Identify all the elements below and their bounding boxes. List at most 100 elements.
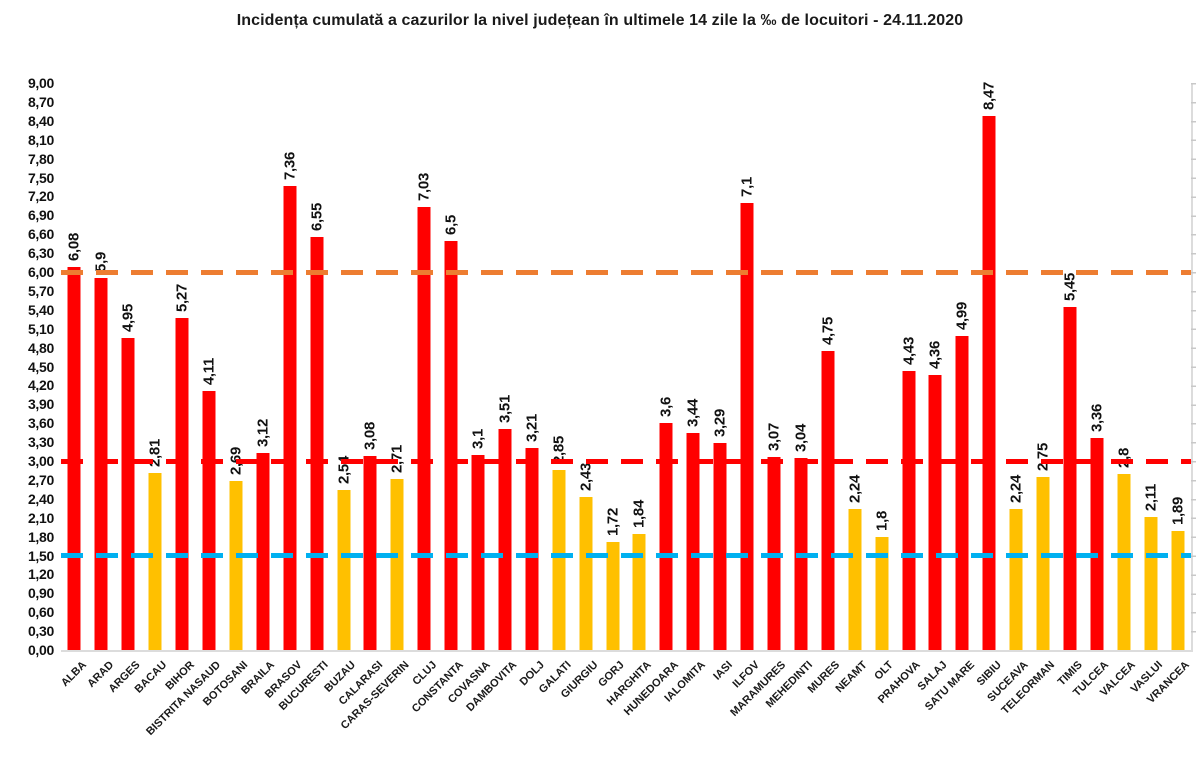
y-tick-label: 8,10 — [27, 131, 54, 148]
y-tick-label: 8,40 — [27, 112, 54, 129]
bar-value-label: 2,54 — [335, 455, 353, 484]
y-tick-label: 2,40 — [27, 490, 54, 507]
y-tick-label: 7,80 — [27, 150, 54, 167]
y-tick-label: 0,30 — [27, 623, 54, 640]
bar-value-label: 7,1 — [738, 176, 756, 197]
bar — [337, 489, 351, 650]
bar — [444, 240, 458, 650]
bar-column-braila: 3,12 BRAILA — [239, 83, 277, 696]
bar-column-satu-mare: 4,99 SATU MARE — [923, 83, 977, 714]
bar-value-label: 2,81 — [146, 438, 164, 467]
bar-column-caras-severin: 2,71 CARAS-SEVERIN — [339, 83, 412, 732]
bar-value-label: 1,84 — [630, 500, 648, 529]
bar-column-buzau: 2,54 BUZAU — [322, 83, 358, 695]
bar-value-label: 2,11 — [1142, 483, 1160, 512]
bar — [67, 266, 81, 650]
bar-value-label: 2,85 — [550, 436, 568, 465]
bar-value-label: 2,24 — [846, 474, 864, 503]
bar-column-mures: 4,75 MURES — [806, 83, 843, 696]
bar-value-label: 8,47 — [980, 82, 998, 111]
bar — [552, 470, 566, 650]
bar-column-botosani: 2,69 BOTOSANI — [201, 83, 250, 709]
bar-column-alba: 6,08 ALBA — [59, 83, 89, 689]
bar-value-label: 4,75 — [819, 316, 837, 345]
bar — [310, 237, 324, 650]
bar — [632, 534, 646, 650]
bar-value-label: 3,36 — [1088, 404, 1106, 433]
y-tick-label: 4,80 — [27, 339, 54, 356]
bar — [659, 423, 673, 650]
bar-value-label: 1,8 — [873, 510, 891, 531]
bar — [848, 508, 862, 650]
y-tick-label: 2,70 — [27, 471, 54, 488]
y-tick-label: 1,20 — [27, 566, 54, 583]
bar — [1144, 517, 1158, 650]
bar-column-vrancea: 1,89 VRANCEA — [1145, 83, 1192, 706]
bar-value-label: 6,5 — [442, 214, 460, 235]
bar-value-label: 2,69 — [227, 446, 245, 475]
bar-column-hunedoara: 3,6 HUNEDOARA — [622, 83, 681, 718]
bar — [1063, 306, 1077, 650]
bar-column-dambovita: 3,51 DAMBOVITA — [464, 83, 519, 714]
bar — [121, 338, 135, 650]
bar — [794, 458, 808, 650]
bar-column-maramures: 3,07 MARAMURES — [729, 83, 789, 719]
bar-column-dolj: 3,21 DOLJ — [517, 83, 546, 688]
y-tick-label: 0,90 — [27, 585, 54, 602]
y-tick-label: 0,60 — [27, 604, 54, 621]
bar — [902, 370, 916, 650]
bar-column-galati: 2,85 GALATI — [536, 83, 573, 695]
bar — [713, 442, 727, 650]
bar-column-ilfov: 7,1 ILFOV — [730, 83, 761, 691]
bar-value-label: 5,45 — [1061, 272, 1079, 301]
bar — [740, 202, 754, 650]
bar-column-cluj: 7,03 CLUJ — [410, 83, 439, 688]
bar-value-label: 4,95 — [119, 304, 137, 333]
bar — [94, 278, 108, 650]
bar — [821, 350, 835, 650]
bar-value-label: 3,08 — [361, 421, 379, 450]
bar-column-calarasi: 3,08 CALARASI — [336, 83, 385, 708]
y-tick-label: 6,00 — [27, 264, 54, 280]
bar — [363, 455, 377, 650]
bar-value-label: 2,8 — [1115, 447, 1133, 468]
bar-value-label: 5,9 — [92, 252, 110, 273]
chart-title: Incidența cumulată a cazurilor la nivel … — [236, 12, 964, 29]
y-tick-label: 4,20 — [27, 377, 54, 394]
bar-column-gorj: 1,72 GORJ — [597, 83, 628, 690]
bar — [1009, 508, 1023, 650]
bar — [283, 186, 297, 650]
plot-area: 6,08 ALBA 5,9 ARAD 4,95 ARGES 2,81 BACAU 5,27 BIH… — [59, 82, 1196, 738]
bar — [229, 480, 243, 650]
y-tick-label: 1,80 — [27, 528, 54, 545]
bar-value-label: 3,12 — [254, 419, 272, 448]
y-tick-label: 1,50 — [27, 547, 54, 564]
y-axis: 9,00 8,70 8,40 8,10 7,80 7,50 7,20 6,90 6,60 6,30… — [0, 76, 54, 657]
bar-column-brasov: 7,36 BRASOV — [262, 83, 304, 700]
y-tick-label: 5,40 — [27, 301, 54, 318]
y-tick-label: 5,10 — [27, 320, 54, 337]
bar-value-label: 4,99 — [953, 301, 971, 330]
bar-column-covasna: 3,1 COVASNA — [446, 83, 493, 706]
bar-column-vaslui: 2,11 VASLUI — [1129, 83, 1165, 696]
bar — [1117, 473, 1131, 650]
bar-column-neamt: 2,24 NEAMT — [833, 83, 869, 695]
bar-column-valcea: 2,8 VALCEA — [1098, 83, 1138, 699]
bars-container: 6,08 ALBA 5,9 ARAD 4,95 ARGES 2,81 BACAU 5,27 BIH… — [59, 82, 1192, 738]
bar-column-olt: 1,8 OLT — [868, 83, 896, 683]
bar-value-label: 2,75 — [1034, 442, 1052, 471]
y-tick-label: 5,70 — [27, 282, 54, 299]
bar-column-bihor: 5,27 BIHOR — [163, 83, 197, 693]
right-axis-ticks — [1191, 83, 1196, 650]
bar-value-label: 3,44 — [684, 399, 702, 428]
y-tick-label: 3,00 — [27, 453, 54, 469]
bar — [1090, 438, 1104, 650]
bar-column-arges: 4,95 ARGES — [107, 83, 143, 695]
x-axis-label: IASI — [711, 659, 735, 683]
bar-column-ialomita: 3,44 IALOMITA — [662, 83, 707, 704]
bar — [390, 479, 404, 650]
bar-column-salaj: 4,36 SALAJ — [916, 83, 950, 693]
bar-value-label: 7,03 — [415, 173, 433, 202]
bar-value-label: 4,11 — [200, 357, 218, 386]
bar-value-label: 4,36 — [926, 341, 944, 370]
